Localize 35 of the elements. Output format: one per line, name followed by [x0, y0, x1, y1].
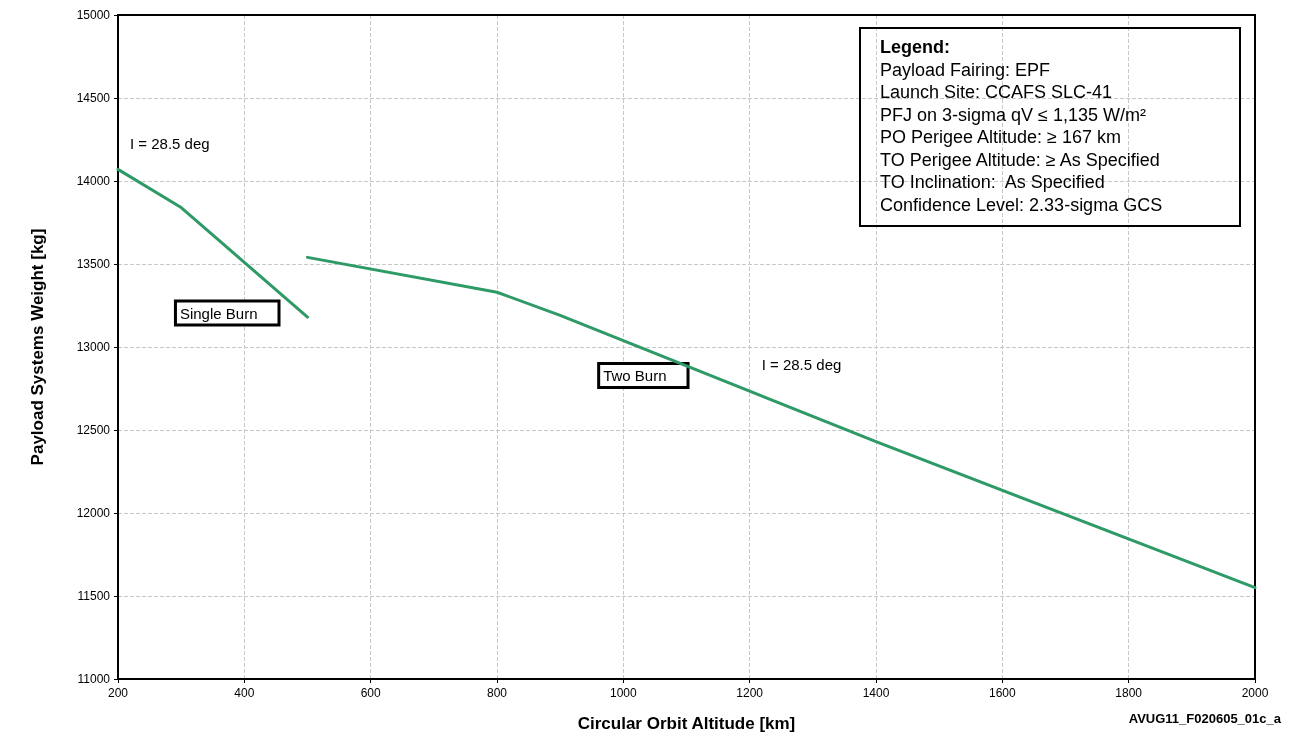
x-tick-label: 1000	[609, 686, 637, 700]
x-tick-label: 200	[107, 686, 129, 700]
annotation: Confidence Level: 2.33-sigma GCS	[880, 194, 1163, 215]
annotation: Launch Site: CCAFS SLC-41	[880, 82, 1113, 102]
x-tick-label: 400	[234, 686, 255, 700]
annotation: TO Perigee Altitude: ≥ As Specified	[880, 149, 1160, 170]
y-tick-label: 12500	[76, 423, 111, 437]
annotation: Payload Fairing: EPF	[880, 59, 1051, 80]
x-tick-label: 2000	[1241, 686, 1269, 700]
y-tick-label: 11000	[77, 672, 111, 686]
y-axis-title: Payload Systems Weight [kg]	[28, 228, 47, 466]
annotation: I = 28.5 deg	[761, 356, 842, 374]
x-tick-label: 1600	[988, 686, 1016, 700]
annotation: PFJ on 3-sigma qV ≤ 1,135 W/m²	[880, 104, 1146, 125]
annotation: I = 28.5 deg	[130, 135, 210, 153]
y-tick-label: 12000	[76, 506, 111, 520]
series-label: Single Burn	[179, 304, 258, 322]
y-tick-label: 13000	[76, 340, 111, 354]
x-tick-label: 800	[486, 686, 508, 700]
x-tick-label: 1800	[1115, 686, 1143, 700]
x-tick-label: 1400	[862, 686, 890, 700]
y-tick-label: 14500	[76, 91, 111, 105]
text: AVUG11_F020605_01c_a	[1128, 711, 1282, 726]
line-series	[306, 255, 1257, 590]
y-tick-label: 13500	[76, 257, 111, 271]
x-tick-label: 1200	[736, 686, 764, 700]
annotation: TO Inclination: As Specified	[880, 172, 1105, 192]
x-tick-label: 600	[360, 686, 381, 700]
y-tick-label: 11500	[77, 589, 111, 603]
x-axis-title: Circular Orbit Altitude [km]	[577, 714, 796, 733]
series-label: Two Burn	[603, 366, 667, 384]
annotation: Legend:	[880, 37, 950, 57]
annotation: PO Perigee Altitude: ≥ 167 km	[880, 127, 1122, 147]
y-tick-label: 15000	[76, 8, 111, 22]
y-tick-label: 14000	[76, 174, 111, 188]
